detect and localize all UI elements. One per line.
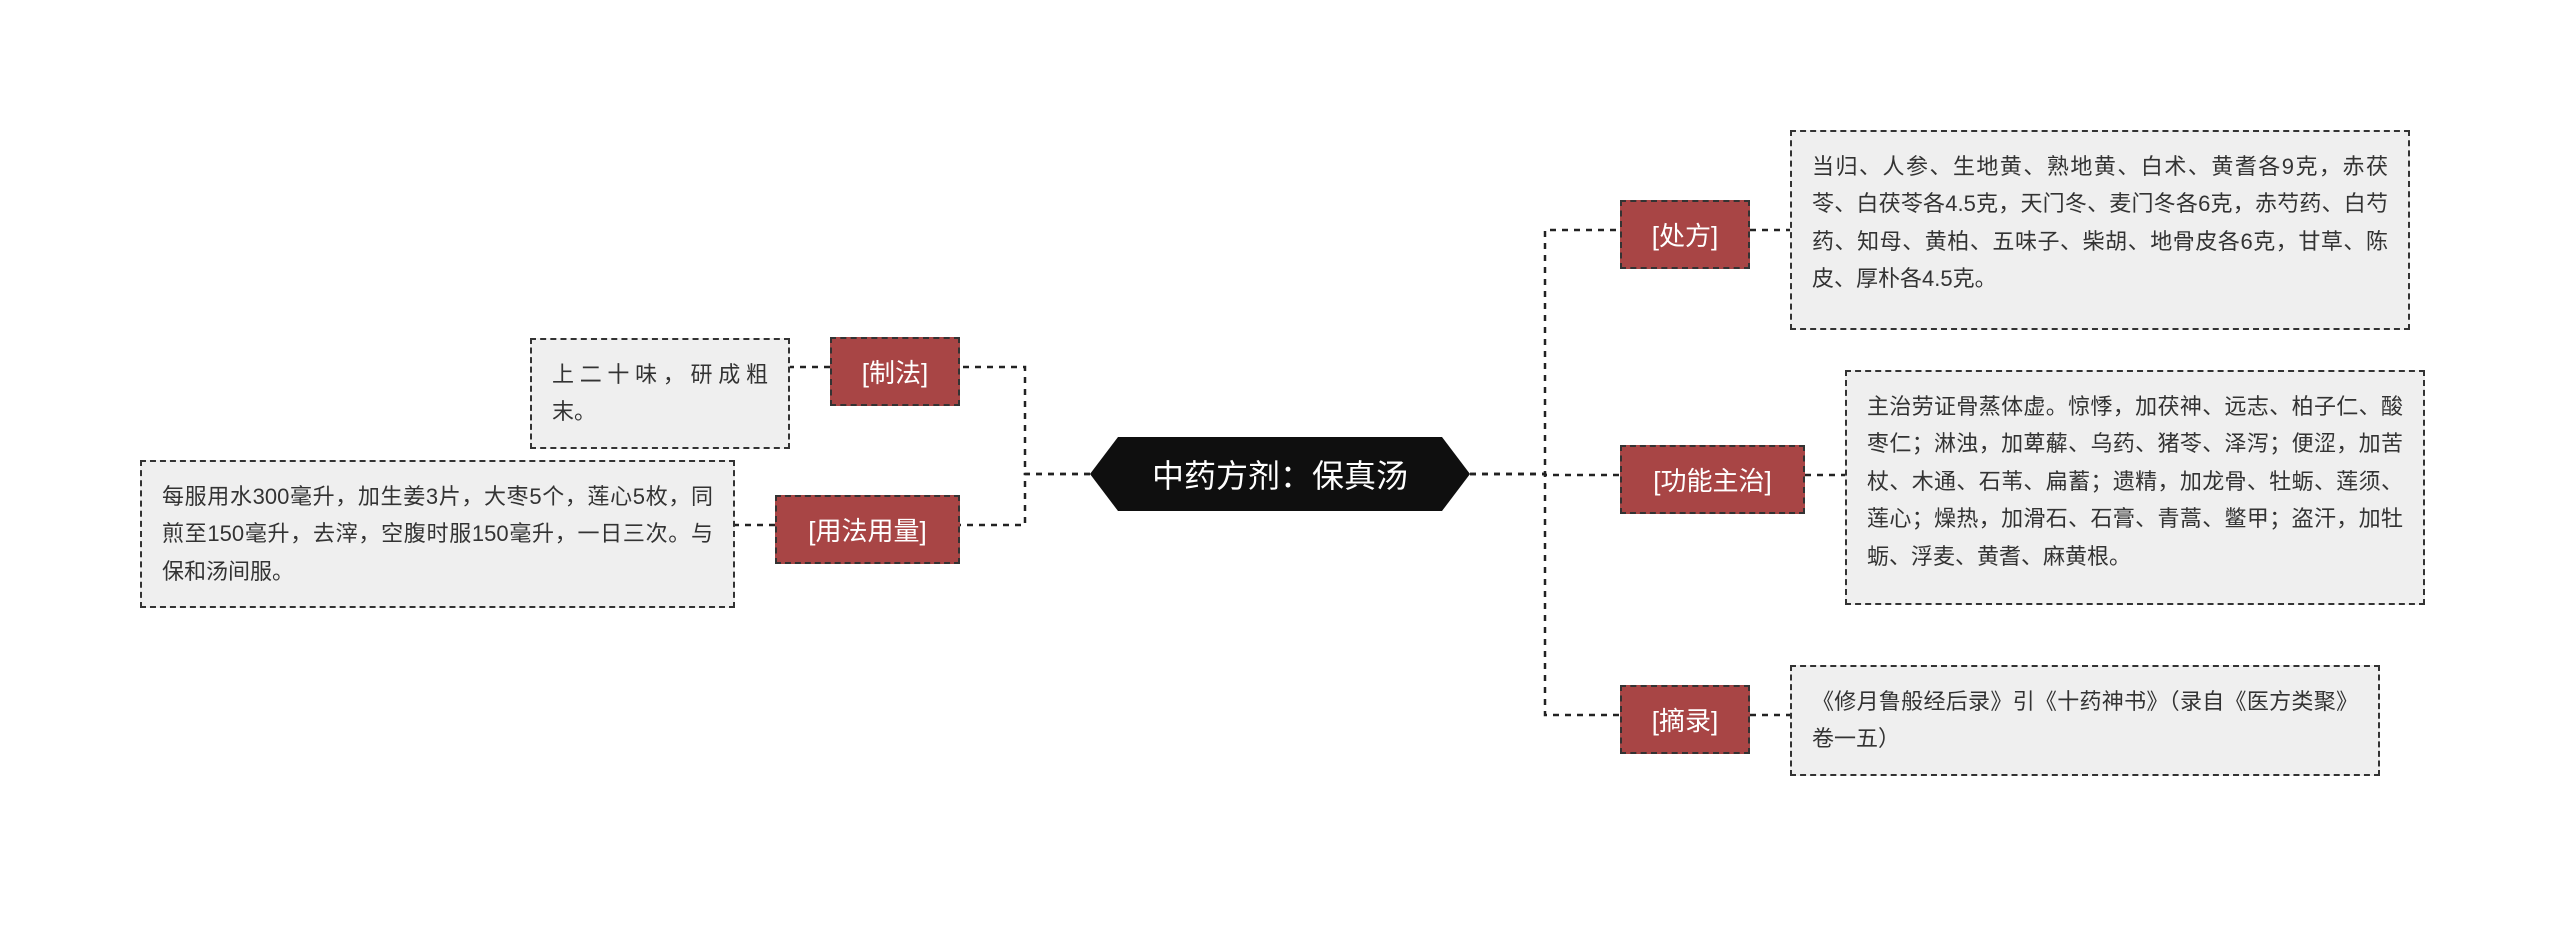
leaf-gongneng: 主治劳证骨蒸体虚。惊悸，加茯神、远志、柏子仁、酸枣仁；淋浊，加萆薢、乌药、猪苓、… bbox=[1845, 370, 2425, 605]
category-yongfa: [用法用量] bbox=[775, 495, 960, 564]
leaf-chufang: 当归、人参、生地黄、熟地黄、白术、黄耆各9克，赤茯苓、白茯苓各4.5克，天门冬、… bbox=[1790, 130, 2410, 330]
leaf-yongfa: 每服用水300毫升，加生姜3片，大枣5个，莲心5枚，同煎至150毫升，去滓，空腹… bbox=[140, 460, 735, 608]
leaf-zhifa: 上二十味，研成粗末。 bbox=[530, 338, 790, 449]
category-zhailu: [摘录] bbox=[1620, 685, 1750, 754]
category-chufang: [处方] bbox=[1620, 200, 1750, 269]
category-gongneng: [功能主治] bbox=[1620, 445, 1805, 514]
center-node: 中药方剂：保真汤 bbox=[1090, 437, 1470, 511]
category-zhifa: [制法] bbox=[830, 337, 960, 406]
leaf-zhailu: 《修月鲁般经后录》引《十药神书》（录自《医方类聚》卷一五） bbox=[1790, 665, 2380, 776]
